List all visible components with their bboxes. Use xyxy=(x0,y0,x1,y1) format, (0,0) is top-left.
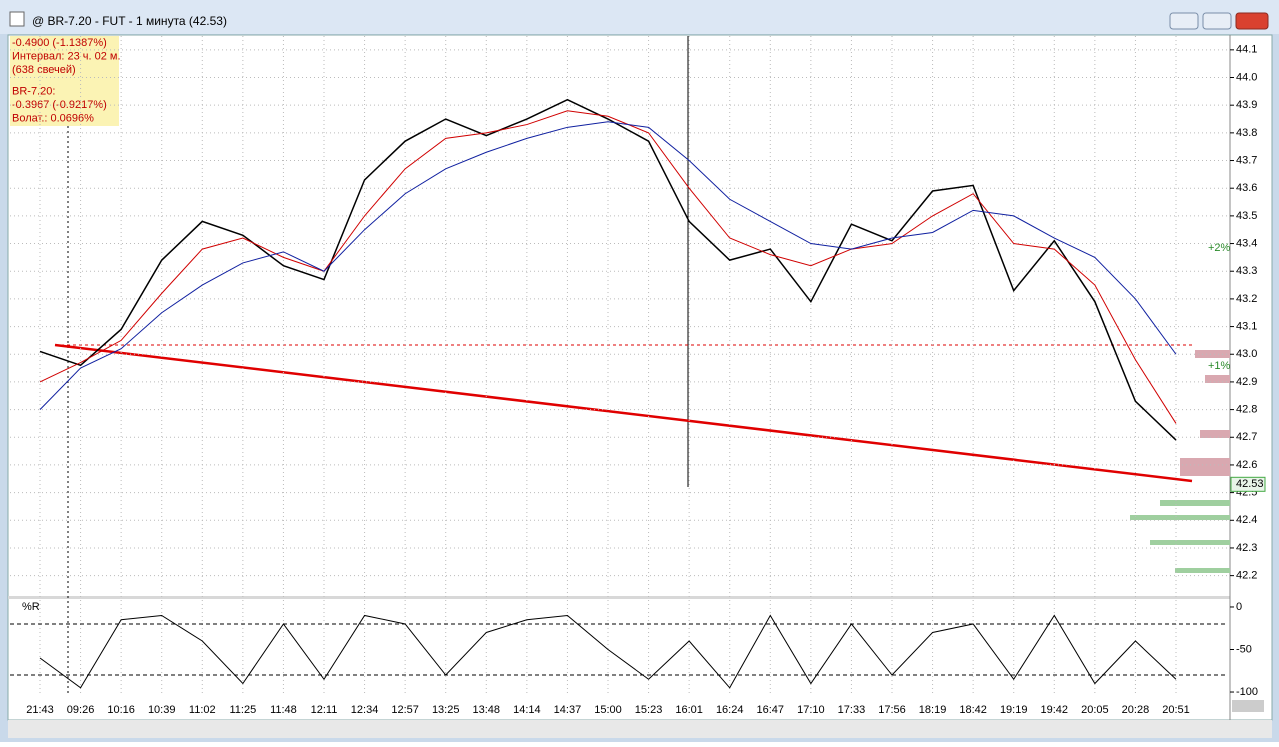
last-price-label: 42.53 xyxy=(1236,478,1264,490)
x-tick-label: 16:24 xyxy=(716,704,744,716)
x-tick-label: 19:19 xyxy=(1000,704,1028,716)
y-tick-label: 43.6 xyxy=(1236,182,1257,194)
price-line xyxy=(39,121,1177,410)
x-tick-label: 13:25 xyxy=(432,704,460,716)
x-tick-label: 12:34 xyxy=(351,704,379,716)
x-tick-label: 11:25 xyxy=(229,704,256,716)
x-tick-label: 12:57 xyxy=(391,704,419,716)
y-tick-label: 43.8 xyxy=(1236,127,1257,139)
info-line: Волат.: 0.0696% xyxy=(12,112,94,124)
price-line xyxy=(39,98,1177,441)
profile-bar xyxy=(1160,500,1230,506)
y-tick-label: 43.9 xyxy=(1236,99,1257,111)
y-tick-label: 42.9 xyxy=(1236,376,1257,388)
profile-bar xyxy=(1205,375,1230,383)
maximize-button[interactable] xyxy=(1202,12,1232,30)
x-tick-label: 17:56 xyxy=(878,704,906,716)
x-tick-label: 11:48 xyxy=(270,704,297,716)
price-line xyxy=(39,614,1177,689)
x-tick-label: 16:01 xyxy=(675,704,703,716)
x-tick-label: 18:42 xyxy=(959,704,987,716)
x-tick-label: 18:19 xyxy=(919,704,947,716)
y-tick-label: 42.8 xyxy=(1236,403,1257,415)
x-tick-label: 16:47 xyxy=(757,704,785,716)
x-tick-label: 15:23 xyxy=(635,704,663,716)
last-price-marker xyxy=(1230,476,1266,492)
profile-bar xyxy=(1180,458,1230,476)
profile-bar xyxy=(1195,350,1230,358)
y-tick-label: 42.6 xyxy=(1236,459,1257,471)
window-title: @ BR-7.20 - FUT - 1 минута (42.53) xyxy=(32,14,227,28)
profile-bar xyxy=(1130,515,1230,520)
chart-area xyxy=(7,34,1273,721)
indicator-tick-label: -50 xyxy=(1236,643,1252,655)
minimize-button[interactable] xyxy=(1169,12,1199,30)
indicator-title: %R xyxy=(22,601,40,613)
x-tick-label: 17:10 xyxy=(797,704,825,716)
x-tick-label: 20:28 xyxy=(1122,704,1150,716)
y-tick-label: 42.3 xyxy=(1236,542,1257,554)
app-icon xyxy=(9,11,25,27)
y-tick-label: 42.2 xyxy=(1236,570,1257,582)
y-tick-label: 42.4 xyxy=(1236,514,1257,526)
indicator-tick-label: -100 xyxy=(1236,686,1258,698)
profile-bar xyxy=(1150,540,1230,545)
info-line: (638 свечей) xyxy=(12,64,76,76)
x-tick-label: 20:51 xyxy=(1162,704,1190,716)
close-button[interactable] xyxy=(1235,12,1269,30)
y-tick-label: 43.3 xyxy=(1236,265,1257,277)
x-tick-label: 09:26 xyxy=(67,704,95,716)
info-line: Интервал: 23 ч. 02 м. xyxy=(12,50,121,62)
y-tick-label: 44.0 xyxy=(1236,71,1257,83)
x-tick-label: 11:02 xyxy=(189,704,216,716)
x-tick-label: 10:39 xyxy=(148,704,176,716)
x-tick-label: 14:14 xyxy=(513,704,541,716)
y-tick-label: 43.2 xyxy=(1236,293,1257,305)
scroll-thumb[interactable] xyxy=(1232,700,1264,712)
x-tick-label: 14:37 xyxy=(554,704,582,716)
y-tick-label: 43.0 xyxy=(1236,348,1257,360)
x-tick-label: 21:43 xyxy=(26,704,54,716)
x-tick-label: 12:11 xyxy=(311,704,338,716)
info-line: -0.3967 (-0.9217%) xyxy=(12,99,107,111)
y-tick-label: 42.7 xyxy=(1236,431,1257,443)
info-line: BR-7.20: xyxy=(12,85,55,97)
volume-profile xyxy=(1130,350,1230,573)
annotation: +2% xyxy=(1208,242,1231,254)
info-line: -0.4900 (-1.1387%) xyxy=(12,37,107,49)
price-line xyxy=(39,110,1177,424)
profile-bar xyxy=(1175,568,1230,573)
y-tick-label: 43.4 xyxy=(1236,237,1257,249)
scrollbar[interactable] xyxy=(8,720,1272,738)
x-tick-label: 15:00 xyxy=(594,704,622,716)
annotation: +1% xyxy=(1208,360,1231,372)
x-tick-label: 19:42 xyxy=(1041,704,1069,716)
y-tick-label: 43.5 xyxy=(1236,210,1257,222)
y-tick-label: 44.1 xyxy=(1236,44,1257,56)
x-tick-label: 13:48 xyxy=(473,704,501,716)
x-tick-label: 17:33 xyxy=(838,704,866,716)
x-tick-label: 20:05 xyxy=(1081,704,1109,716)
info-box xyxy=(10,36,119,126)
indicator-tick-label: 0 xyxy=(1236,601,1242,613)
trend-line xyxy=(54,343,1193,483)
x-tick-label: 10:16 xyxy=(107,704,135,716)
y-tick-label: 43.1 xyxy=(1236,320,1257,332)
y-tick-label: 43.7 xyxy=(1236,154,1257,166)
pane-divider xyxy=(8,596,1230,599)
title-bar xyxy=(0,0,1279,34)
profile-bar xyxy=(1200,430,1230,438)
